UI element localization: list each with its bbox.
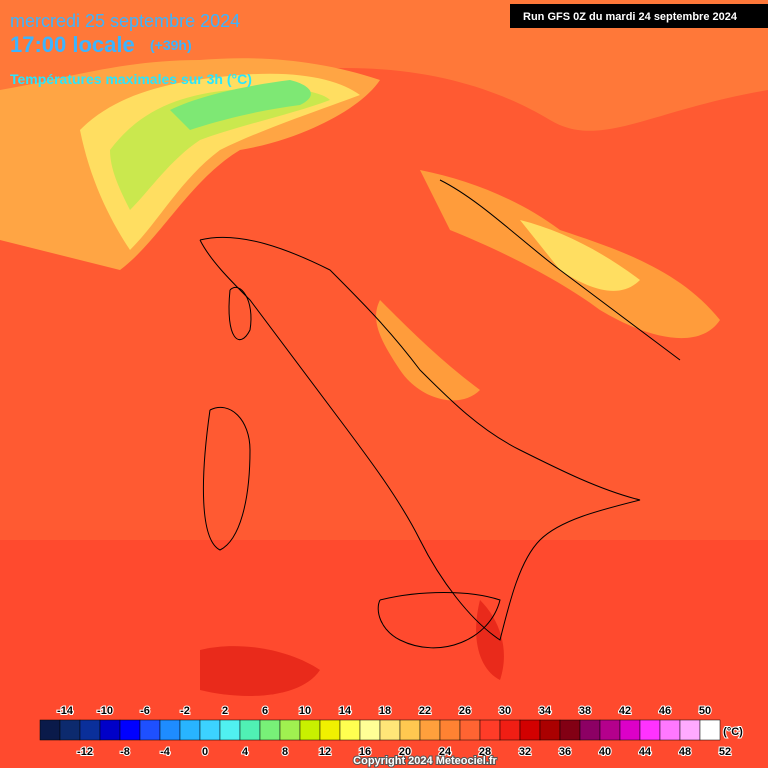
coastline [228, 287, 252, 341]
legend-tick-label: 32 [519, 746, 531, 758]
field-band [376, 300, 480, 401]
legend-tick-label: 14 [339, 705, 352, 717]
legend-tick-label: -2 [180, 705, 190, 717]
color-box [259, 719, 281, 741]
legend-tick-label: 46 [659, 705, 671, 717]
color-box [199, 719, 221, 741]
legend-tick-label: -12 [77, 746, 93, 758]
legend-tick-label: 4 [242, 746, 249, 758]
color-box [139, 719, 161, 741]
legend-tick-label: -4 [160, 746, 171, 758]
field-band [520, 220, 640, 291]
legend-tick-label: -8 [120, 746, 130, 758]
legend: -14 -10 -6 -2 2 6 10 14 18 22 26 30 34 38 42 46 50-12 -8-… [39, 704, 732, 759]
legend-tick-label: 42 [619, 705, 631, 717]
color-box [699, 719, 721, 741]
legend-tick-label: 20 [399, 746, 411, 758]
color-box [399, 719, 421, 741]
legend-tick-label: -14 [57, 705, 74, 717]
color-box [519, 719, 541, 741]
run: Run GFS 0Z du mardi 24 septembre 2024 [523, 11, 738, 23]
legend-tick-label: 18 [379, 705, 391, 717]
field-band [200, 646, 320, 696]
field-band [0, 540, 768, 768]
coastline [202, 407, 251, 551]
legend-tick-label: -6 [140, 705, 150, 717]
color-box [599, 719, 621, 741]
color-box [279, 719, 301, 741]
legend-tick-label: 24 [439, 746, 452, 758]
color-box [379, 719, 401, 741]
color-box [479, 719, 501, 741]
color-box [179, 719, 201, 741]
legend-tick-label: 34 [539, 705, 552, 717]
legend-tick-label: 8 [282, 746, 288, 758]
header: mercredi 25 septembre 2024 17:00 locale … [10, 4, 768, 87]
product: Températures maximales sur 3h (°C) [10, 71, 252, 87]
legend-tick-label: 22 [419, 705, 431, 717]
color-box [419, 719, 441, 741]
copyright: Copyright 2024 Meteociel.fr [353, 755, 497, 767]
color-box [539, 719, 561, 741]
run-box [510, 4, 768, 28]
color-box [579, 719, 601, 741]
color-box [459, 719, 481, 741]
color-box [79, 719, 101, 741]
color-box [619, 719, 641, 741]
color-box [339, 719, 361, 741]
color-box [639, 719, 661, 741]
color-box [299, 719, 321, 741]
coastline [377, 592, 501, 649]
color-box [99, 719, 121, 741]
legend-tick-label: -10 [97, 705, 113, 717]
time: 17:00 locale [10, 32, 135, 57]
color-box [159, 719, 181, 741]
color-box [59, 719, 81, 741]
lead-time: (+39h) [150, 37, 192, 53]
legend-tick-label: 2 [222, 705, 228, 717]
field-band [170, 80, 311, 130]
color-box [659, 719, 681, 741]
legend-tick-label: 50 [699, 705, 711, 717]
legend-tick-label: 28 [479, 746, 491, 758]
color-box [119, 719, 141, 741]
legend-unit: (°C) [723, 726, 743, 738]
legend-tick-label: 48 [679, 746, 691, 758]
coastlines [199, 179, 681, 649]
legend-tick-label: 30 [499, 705, 511, 717]
color-box [559, 719, 581, 741]
coastline [439, 179, 681, 361]
legend-tick-label: 16 [359, 746, 371, 758]
legend-tick-label: 36 [559, 746, 571, 758]
color-box [39, 719, 61, 741]
color-box [239, 719, 261, 741]
legend-tick-label: 12 [319, 746, 331, 758]
legend-tick-label: 6 [262, 705, 268, 717]
legend-tick-label: 52 [719, 746, 731, 758]
date: mercredi 25 septembre 2024 [10, 11, 240, 31]
field-band [0, 0, 768, 131]
field-band [476, 600, 504, 680]
color-box [679, 719, 701, 741]
coastline [199, 236, 641, 641]
color-box [359, 719, 381, 741]
legend-tick-label: 44 [639, 746, 652, 758]
color-box [439, 719, 461, 741]
color-box [219, 719, 241, 741]
color-box [499, 719, 521, 741]
legend-tick-label: 10 [299, 705, 311, 717]
legend-tick-label: 0 [202, 746, 208, 758]
color-box [319, 719, 341, 741]
legend-tick-label: 26 [459, 705, 471, 717]
field-band [110, 88, 330, 210]
legend-tick-label: 38 [579, 705, 591, 717]
legend-tick-label: 40 [599, 746, 611, 758]
